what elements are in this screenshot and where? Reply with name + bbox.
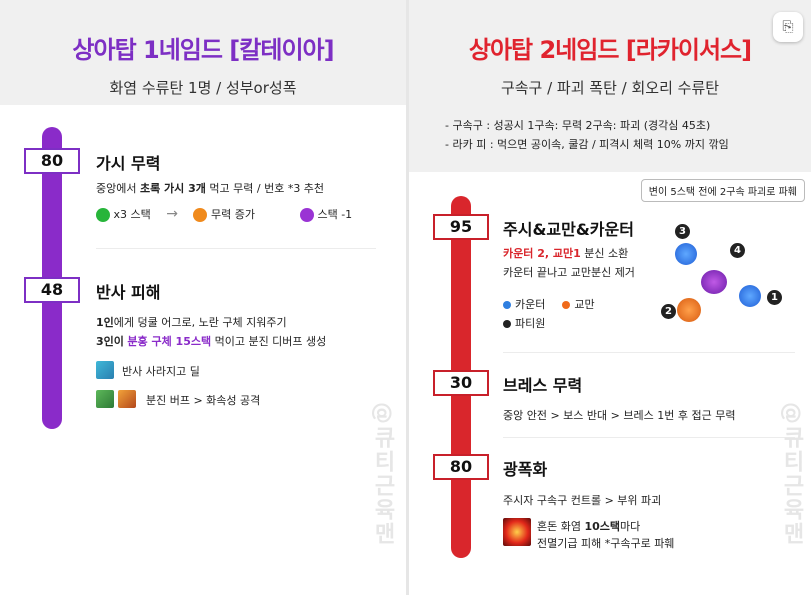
desc-text: 중앙에서 <box>96 182 140 195</box>
hp-badge: 30 <box>433 370 489 396</box>
right-header: 상아탑 2네임드 [라카이서스] 구속구 / 파괴 폭탄 / 회오리 수류탄 -… <box>409 0 811 172</box>
section-desc: 중앙 안전 > 보스 반대 > 브레스 1번 후 접근 무력 <box>503 409 736 422</box>
desc-text: 마다 <box>620 520 641 533</box>
desc-text: 에게 덩쿨 어그로, 노란 구체 지워주기 <box>113 316 287 329</box>
hp-badge: 48 <box>24 277 80 303</box>
note-line: - 라카 피 : 먹으면 공이속, 쿨감 / 피격시 체력 10% 까지 깎임 <box>445 138 729 151</box>
watermark: @큐티근육맨 <box>370 402 395 546</box>
orange-dot-icon <box>193 208 208 222</box>
note-line: - 구속구 : 성공시 1구속: 무력 2구속: 파괴 (경각심 45초) <box>445 119 711 132</box>
desc-text: 혼돈 화염 <box>537 520 585 533</box>
right-subtitle: 구속구 / 파괴 폭탄 / 회오리 수류탄 <box>500 79 720 97</box>
marker-number: 3 <box>675 224 690 239</box>
left-title: 상아탑 1네임드 [칼테이아] <box>72 36 334 64</box>
icon-label: 분진 버프 > 화속성 공격 <box>146 394 261 407</box>
notes-box: - 구속구 : 성공시 1구속: 무력 2구속: 파괴 (경각심 45초) - … <box>445 116 775 154</box>
icon-label: 혼돈 화염 10스택마다 <box>537 518 640 534</box>
flow-label: 무력 증가 <box>210 208 255 221</box>
legend-label: 카운터 <box>515 298 546 311</box>
green-dot-icon <box>96 208 110 222</box>
section-title: 주시&교만&카운터 <box>503 220 634 239</box>
section-title: 브레스 무력 <box>503 376 583 395</box>
hp-badge: 95 <box>433 214 489 240</box>
blue-demon-icon <box>739 285 761 307</box>
legend-row: 카운터 교만 <box>503 296 595 312</box>
icon-label: 반사 사라지고 딜 <box>122 365 200 378</box>
reflect-skill-icon <box>96 361 114 379</box>
left-panel: 상아탑 1네임드 [칼테이아] 화염 수류탄 1명 / 성부or성폭 80 가시… <box>0 0 406 546</box>
right-title: 상아탑 2네임드 [라카이서스] <box>468 36 752 64</box>
legend-row: 파티원 <box>503 315 545 331</box>
flow-row: x3 스택 → 무력 증가 스택 -1 <box>96 206 352 222</box>
legend-label: 파티원 <box>515 317 546 330</box>
panel-divider <box>406 0 409 595</box>
watermark: @큐티근육맨 <box>779 402 804 546</box>
marker-number: 1 <box>767 290 782 305</box>
vine-skill-icon <box>96 390 114 408</box>
section-desc: 3인이 분홍 구체 15스택 먹이고 분진 디버프 생성 <box>96 333 326 349</box>
divider <box>503 437 795 438</box>
tip-chip: 변이 5스택 전에 2구속 파괴로 파훼 <box>640 179 805 202</box>
fire-skill-icon <box>118 390 136 408</box>
divider <box>503 352 795 353</box>
blue-dot-icon <box>503 301 511 309</box>
chaos-flame-icon <box>503 518 531 546</box>
orange-dot-icon <box>562 301 571 309</box>
divider <box>96 248 376 249</box>
section-title: 가시 무력 <box>96 154 161 173</box>
desc-text: 먹고 무력 / 번호 *3 추천 <box>205 182 325 195</box>
marker-number: 4 <box>730 243 745 258</box>
flow-label: x3 스택 <box>113 208 151 221</box>
right-panel: 상아탑 2네임드 [라카이서스] 구속구 / 파괴 폭탄 / 회오리 수류탄 -… <box>409 0 811 595</box>
black-dot-icon <box>503 320 511 328</box>
purple-dot-icon <box>299 208 314 222</box>
desc-bold: 초록 가시 3개 <box>139 182 206 195</box>
marker-number: 2 <box>661 304 676 319</box>
section-title: 반사 피해 <box>96 283 161 302</box>
section-title: 광폭화 <box>503 460 548 479</box>
icon-label: 전멸기급 피해 *구속구로 파훼 <box>537 537 675 550</box>
blue-demon-icon <box>675 243 697 265</box>
desc-bold: 1인 <box>96 316 114 329</box>
left-header: 상아탑 1네임드 [칼테이아] 화염 수류탄 1명 / 성부or성폭 <box>0 0 406 105</box>
section-desc: 카운터 끝나고 교만분신 제거 <box>503 266 635 279</box>
purple-demon-icon <box>701 270 727 294</box>
translate-icon[interactable]: ⎘ <box>773 12 803 42</box>
right-arrow-icon: → <box>166 206 178 222</box>
hp-badge: 80 <box>24 148 80 174</box>
flow-label: 스택 -1 <box>317 208 353 221</box>
desc-text: 먹이고 분진 디버프 생성 <box>211 335 327 348</box>
section-desc: 카운터 2, 교만1 분신 소환 <box>503 245 628 261</box>
desc-highlight: 카운터 2, 교만1 <box>503 247 581 260</box>
desc-highlight: 분홍 구체 15스택 <box>127 335 212 348</box>
section-desc: 중앙에서 초록 가시 3개 먹고 무력 / 번호 *3 추천 <box>96 180 324 196</box>
legend-label: 교만 <box>574 298 595 311</box>
orange-demon-icon <box>677 298 701 322</box>
desc-bold: 10스택 <box>584 520 621 533</box>
section-desc: 1인에게 덩쿨 어그로, 노란 구체 지워주기 <box>96 314 287 330</box>
hp-badge: 80 <box>433 454 489 480</box>
section-desc: 주시자 구속구 컨트롤 > 부위 파괴 <box>503 494 662 507</box>
left-subtitle: 화염 수류탄 1명 / 성부or성폭 <box>109 79 297 97</box>
desc-bold: 3인이 <box>96 335 124 348</box>
desc-text: 분신 소환 <box>580 247 629 260</box>
